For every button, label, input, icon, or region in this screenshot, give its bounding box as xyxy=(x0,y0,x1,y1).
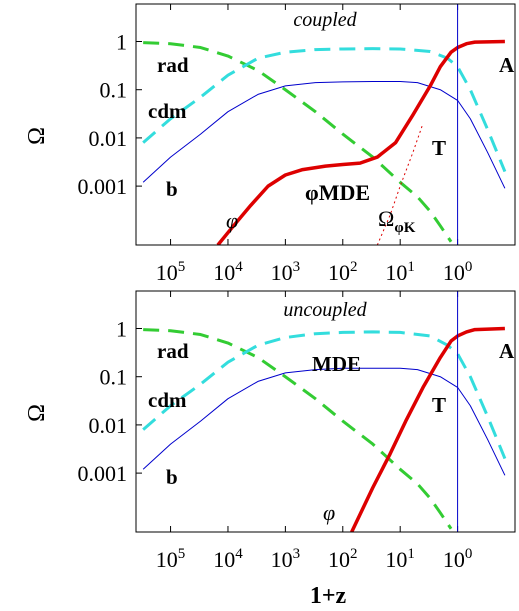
series-line-b xyxy=(142,367,506,476)
x-tick-labels: 105 104 103 102 101 100 xyxy=(156,546,473,572)
x-tick-label: 101 xyxy=(385,259,415,285)
x-tick-labels: 105 104 103 102 101 100 xyxy=(156,259,473,285)
panel-title: coupled xyxy=(293,9,357,31)
x-tick-label: 104 xyxy=(213,259,243,285)
x-axis-label: 1+z xyxy=(310,583,347,609)
annotation-cdm: cdm xyxy=(148,388,187,412)
y-tick-label: 0.001 xyxy=(78,461,128,486)
y-tick-label: 0.1 xyxy=(100,78,128,103)
series-line-b xyxy=(142,81,506,189)
x-tick-label: 102 xyxy=(328,259,358,285)
x-tick-label: 105 xyxy=(156,259,186,285)
annotation-rad: rad xyxy=(157,53,189,77)
panel-title: uncoupled xyxy=(283,299,367,321)
annotation-omega-phik: ΩφK xyxy=(378,206,416,236)
y-tick-label: 0.01 xyxy=(89,413,128,438)
x-tick-label: 103 xyxy=(271,546,301,572)
annotation-cdm: cdm xyxy=(148,99,187,123)
annotation-t: T xyxy=(432,393,446,417)
x-tick-label: 104 xyxy=(213,546,243,572)
series-layer xyxy=(142,4,507,245)
plot-frame xyxy=(135,290,516,533)
annotation-mde: MDE xyxy=(312,352,361,376)
series-line-omega-phik xyxy=(376,123,424,245)
annotation-rad: rad xyxy=(157,339,189,363)
x-tick-label: 103 xyxy=(271,259,301,285)
series-line-cdm xyxy=(142,330,507,460)
y-tick-label: 0.1 xyxy=(100,365,128,390)
x-tick-label: 102 xyxy=(328,546,358,572)
annotation-b: b xyxy=(166,177,178,201)
y-axis-label: Ω xyxy=(24,127,50,145)
series-layer xyxy=(142,291,507,532)
x-tick-label: 105 xyxy=(156,546,186,572)
tick-marks xyxy=(136,291,459,532)
y-tick-label: 1 xyxy=(116,30,127,55)
y-axis-label: Ω xyxy=(24,404,50,422)
x-tick-label: 100 xyxy=(443,259,473,285)
panel-coupled: 105 104 103 102 101 100 1 0.1 0.01 0.001 coupled… xyxy=(24,3,516,285)
series-line-rad xyxy=(143,328,453,530)
y-tick-labels: 1 0.1 0.01 0.001 xyxy=(78,30,128,200)
series-line-rad xyxy=(143,41,453,243)
plot-frame xyxy=(135,3,516,246)
series-line-cdm xyxy=(142,47,507,173)
annotation-b: b xyxy=(166,465,178,489)
panel-uncoupled: 105 104 103 102 101 100 1 0.1 0.01 0.001 uncoupl… xyxy=(24,290,516,572)
x-tick-label: 101 xyxy=(385,546,415,572)
annotation-phi: φ xyxy=(323,500,335,525)
series-line-phi xyxy=(350,326,505,532)
annotation-a: A xyxy=(499,53,515,77)
y-tick-label: 0.001 xyxy=(78,174,128,199)
x-tick-label: 100 xyxy=(443,546,473,572)
annotation-phi: φ xyxy=(226,208,238,233)
annotation-a: A xyxy=(499,339,515,363)
annotation-t: T xyxy=(432,136,446,160)
y-tick-labels: 1 0.1 0.01 0.001 xyxy=(78,317,128,487)
annotation-phi-mde: φMDE xyxy=(305,180,370,205)
y-tick-label: 0.01 xyxy=(89,126,128,151)
y-tick-label: 1 xyxy=(116,317,127,342)
